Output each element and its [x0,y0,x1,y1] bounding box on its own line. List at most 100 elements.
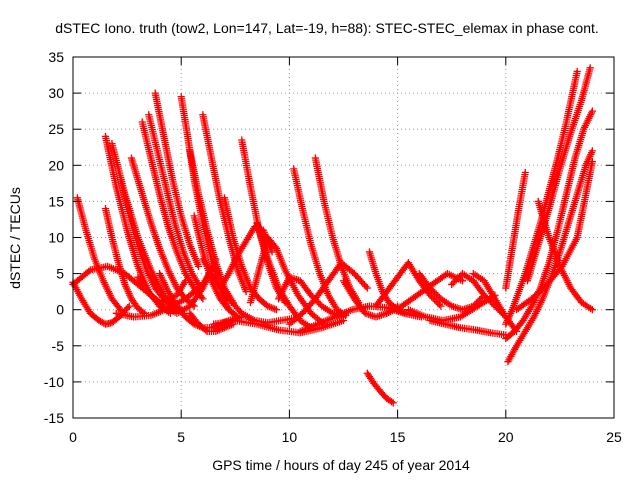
chart-title: dSTEC Iono. truth (tow2, Lon=147, Lat=-1… [55,20,599,36]
series-29 [285,259,371,328]
data-point [431,296,439,304]
series-10 [151,89,203,270]
data-point [432,290,440,298]
data-point [194,262,203,270]
data-point [448,280,456,289]
data-point [452,276,460,284]
data-point [573,67,581,76]
data-point [265,303,274,311]
series-20 [199,255,298,327]
data-point [431,289,439,297]
data-point [437,302,445,310]
data-point [217,325,225,333]
series-23 [216,223,276,292]
data-point [272,306,281,314]
series-48 [513,158,596,314]
data-point [486,297,494,306]
data-point [521,168,529,177]
data-point [212,327,220,335]
data-point [429,287,437,295]
y-tick-label: 30 [48,85,64,101]
data-point [586,64,594,72]
series-30 [274,273,348,321]
x-tick-labels: 0 5 10 15 20 25 [69,429,622,445]
y-axis-label: dSTEC / TECUs [7,187,23,289]
data-point [308,293,317,301]
y-tick-label: 0 [56,302,64,318]
data-point [482,293,490,301]
series-27 [290,165,350,320]
series-13 [134,255,220,317]
data-point [213,327,222,335]
series-3 [101,205,149,317]
y-tick-label: 20 [48,157,64,173]
data-point [434,299,442,307]
data-point [125,302,133,310]
data-point [388,398,396,406]
y-tick-label: 35 [48,49,64,65]
series-8 [138,118,207,303]
data-point [312,296,320,304]
data-point [226,321,234,330]
data-point [267,303,275,312]
y-tick-label: -10 [44,374,64,390]
data-point [389,399,397,407]
data-point [451,277,459,285]
axis-ticks [72,56,615,419]
series-19 [186,309,237,335]
data-point [264,302,272,310]
x-tick-label: 25 [606,429,622,445]
series-9 [145,111,205,292]
data-point [429,294,437,302]
series-44 [502,67,581,328]
data-point [399,308,407,316]
data-point [426,284,434,292]
x-tick-label: 20 [498,429,514,445]
y-tick-label: 15 [48,193,64,209]
data-point [271,305,279,313]
data-point [455,273,464,281]
y-tick-label: 5 [56,266,64,282]
x-tick-label: 10 [282,429,298,445]
series-18 [190,212,242,321]
x-tick-label: 15 [390,429,406,445]
data-point [588,147,596,155]
data-point [310,294,318,302]
y-tick-label: -15 [44,410,64,426]
x-tick-label: 0 [69,429,77,445]
data-point [402,309,410,317]
data-point [115,304,123,312]
data-point [434,292,442,300]
data-point [315,299,323,307]
data-point [588,306,596,314]
y-tick-label: 25 [48,121,64,137]
data-point [242,288,250,296]
data-point [215,326,223,334]
data-point [269,304,277,312]
data-point [307,291,315,299]
series-28 [311,154,363,307]
data-point [400,308,409,317]
data-point [224,322,232,330]
series-41 [363,369,397,407]
data-point [362,282,370,291]
series-36 [415,270,488,314]
data-point [232,312,240,320]
data-point [313,297,321,306]
data-point [202,326,210,334]
data-point [432,297,440,306]
data-point [199,295,207,303]
data-points [69,64,596,407]
data-point [435,300,443,309]
data-point [428,293,436,301]
data-point [181,277,190,285]
data-point [426,291,434,299]
data-point [458,277,467,285]
x-axis-label: GPS time / hours of day 245 of year 2014 [212,457,470,473]
data-point [480,291,488,299]
data-point [588,107,596,115]
series-38 [426,316,510,339]
data-point [428,285,436,294]
y-tick-label: 10 [48,230,64,246]
